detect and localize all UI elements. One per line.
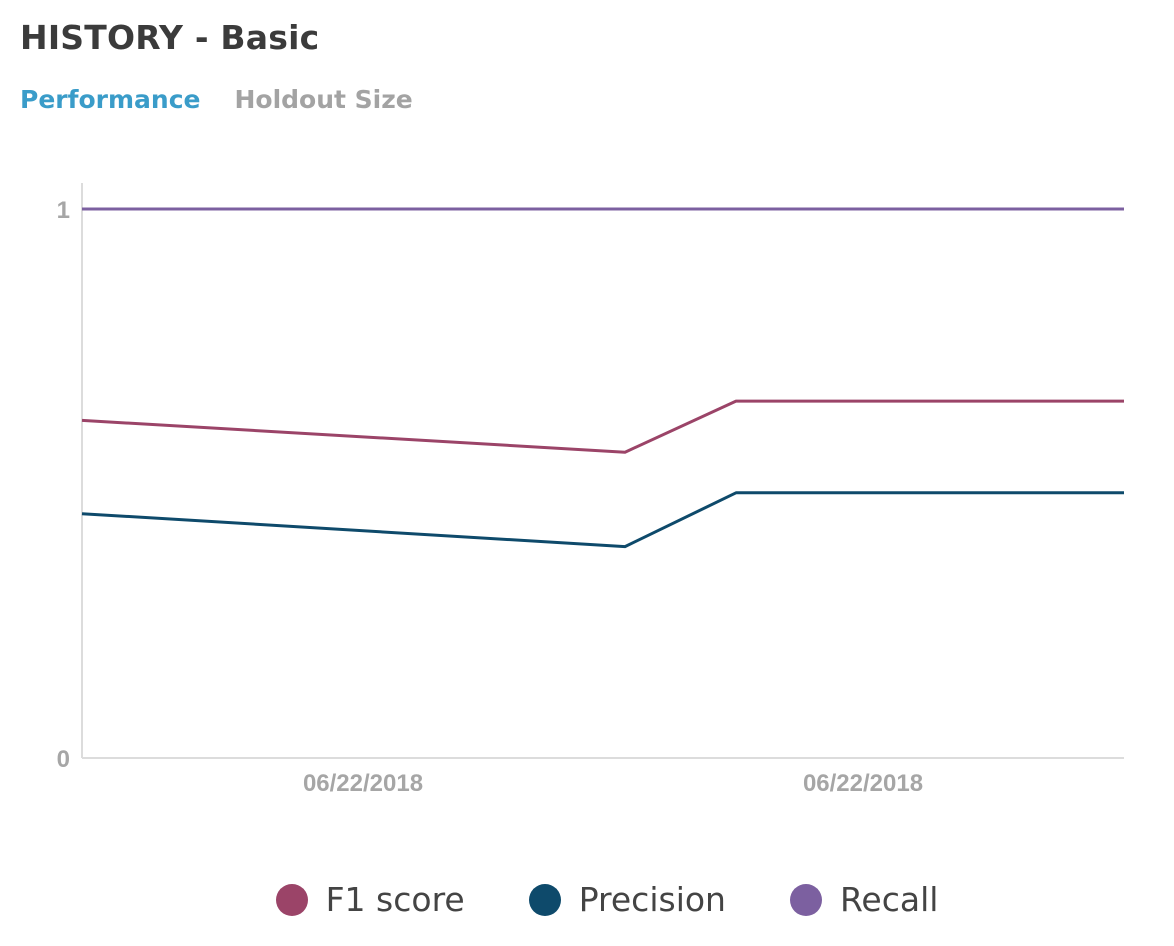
series-layer [81, 207, 1124, 549]
legend-item-f1-score[interactable]: F1 score [275, 880, 465, 919]
tab-holdout-size[interactable]: Holdout Size [234, 85, 413, 114]
legend-item-precision[interactable]: Precision [528, 880, 726, 919]
x-axis-ticks: 06/22/2018 06/22/2018 [303, 770, 923, 797]
legend-label: Precision [578, 880, 726, 919]
legend-marker-icon [528, 883, 561, 916]
series-line-precision[interactable] [81, 491, 1124, 549]
tab-performance[interactable]: Performance [20, 85, 201, 114]
legend-label: F1 score [325, 880, 465, 919]
x-tick-label: 06/22/2018 [803, 770, 923, 797]
y-tick-label: 1 [57, 197, 70, 224]
legend-item-recall[interactable]: Recall [789, 880, 939, 919]
page-title: HISTORY - Basic [20, 18, 320, 57]
legend-marker-icon [275, 883, 308, 916]
series-line-f1-score[interactable] [81, 399, 1124, 454]
y-axis-ticks: 10 [57, 197, 70, 773]
chart-legend: F1 score Precision Recall [0, 880, 1174, 919]
legend-marker-icon [789, 883, 822, 916]
tab-bar: Performance Holdout Size [20, 85, 413, 114]
y-tick-label: 0 [57, 746, 70, 773]
legend-label: Recall [839, 880, 939, 919]
x-tick-label: 06/22/2018 [303, 770, 423, 797]
